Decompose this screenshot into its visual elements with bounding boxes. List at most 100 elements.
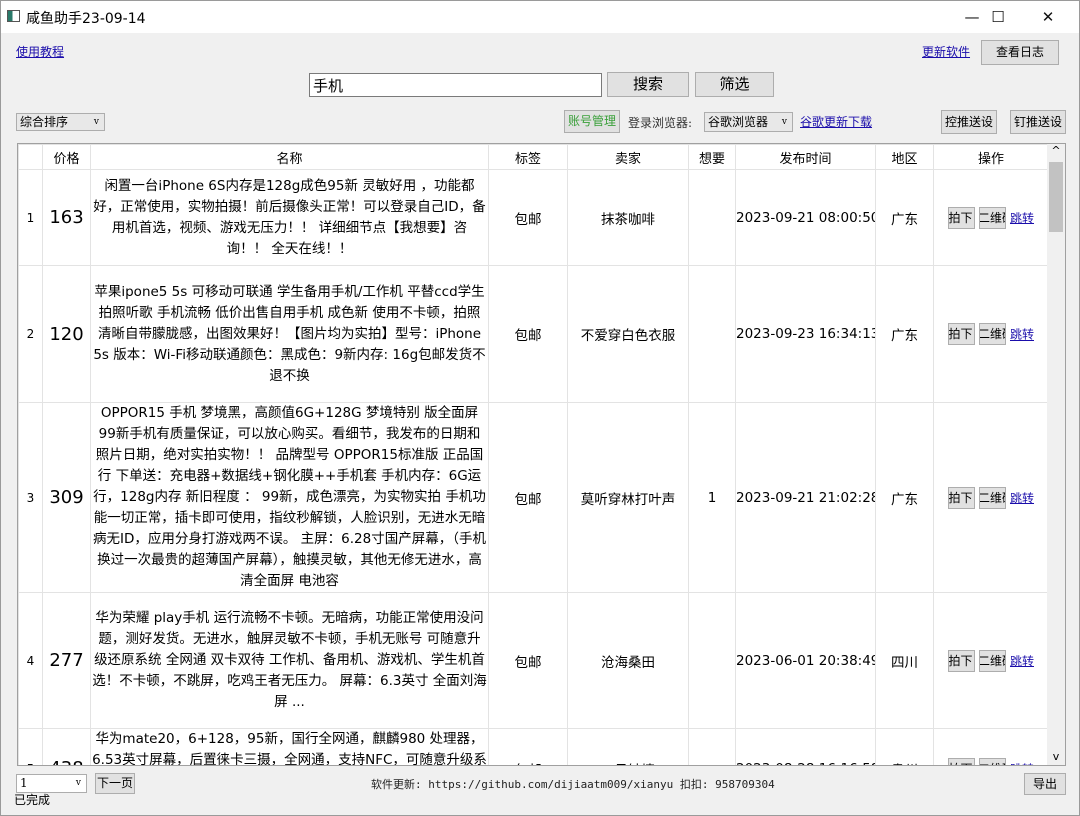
search-input[interactable]: 手机	[309, 73, 602, 97]
chevron-down-icon: v	[75, 778, 81, 788]
header-index	[18, 144, 43, 170]
jump-link[interactable]: 跳转	[1009, 491, 1034, 505]
sort-select-value: 综合排序	[20, 115, 69, 129]
qrcode-button[interactable]: 二维码	[978, 649, 1006, 672]
browser-select-value: 谷歌浏览器	[708, 115, 769, 129]
table-row: 3 309 OPPOR15 手机 梦境黑，高颜值6G+128G 梦境特别 版全面屏 …	[18, 402, 1049, 593]
chevron-down-icon: v	[781, 117, 787, 127]
buy-button[interactable]: 拍下	[947, 757, 975, 765]
chrome-download-link[interactable]: 谷歌更新下载	[800, 115, 873, 129]
scroll-up-icon[interactable]: ^	[1051, 144, 1061, 157]
item-price: 309	[42, 402, 91, 593]
item-want	[688, 592, 736, 729]
push-settings-button-1[interactable]: 控推送设	[941, 110, 997, 134]
table-row: 2 120 苹果ipone5 5s 可移动可联通 学生备用手机/工作机 平替ccd学…	[18, 265, 1049, 403]
item-actions: 拍下二维码跳转	[933, 592, 1049, 729]
footer-info: 软件更新: https://github.com/dijiaatm009/xia…	[371, 778, 775, 791]
jump-link[interactable]: 跳转	[1009, 327, 1034, 342]
table-row: 5438华为mate20，6+128，95新，国行全网通，麒麟980 处理器，6…	[18, 728, 1049, 765]
header-region[interactable]: 地区	[875, 144, 934, 170]
browser-select[interactable]: 谷歌浏览器 v	[704, 112, 793, 132]
item-price: 163	[42, 169, 91, 266]
minimize-button[interactable]: —	[964, 8, 980, 26]
status-text: 已完成	[14, 793, 51, 807]
jump-link[interactable]: 跳转	[1009, 654, 1034, 668]
view-log-button[interactable]: 查看日志	[981, 40, 1059, 65]
item-want	[688, 728, 736, 765]
search-button[interactable]: 搜索	[607, 72, 689, 97]
item-seller: 不爱穿白色衣服	[567, 265, 689, 403]
item-region: 广东	[875, 402, 934, 593]
item-seller: 一见钟情	[567, 728, 689, 765]
maximize-button[interactable]: ☐	[991, 8, 1005, 26]
page-select-value: 1	[20, 776, 28, 790]
buy-button[interactable]: 拍下	[947, 323, 975, 345]
sort-select[interactable]: 综合排序 v	[16, 113, 105, 131]
window-title: 咸鱼助手23-09-14	[26, 11, 146, 27]
item-tag: 包邮	[488, 402, 568, 593]
close-button[interactable]: ✕	[1041, 8, 1055, 26]
push-settings-button-2[interactable]: 钉推送设	[1010, 110, 1066, 134]
row-index: 2	[18, 265, 43, 403]
row-index: 4	[18, 592, 43, 729]
jump-link[interactable]: 跳转	[1009, 211, 1034, 225]
item-seller: 莫听穿林打叶声	[567, 402, 689, 593]
item-tag: 包邮	[488, 592, 568, 729]
item-seller: 抹茶咖啡	[567, 169, 689, 266]
item-region: 四川	[875, 592, 934, 729]
item-region: 广东	[875, 265, 934, 403]
item-actions: 拍下二维码跳转	[933, 728, 1049, 765]
item-region: 贵州	[875, 728, 934, 765]
update-software-link[interactable]: 更新软件	[922, 45, 971, 59]
qrcode-button[interactable]: 二维码	[978, 486, 1006, 509]
item-name: 华为mate20，6+128，95新，国行全网通，麒麟980 处理器，6.53英…	[90, 728, 489, 765]
item-region: 广东	[875, 169, 934, 266]
item-name: 闲置一台iPhone 6S内存是128g成色95新 灵敏好用 ，功能都好，正常使…	[90, 169, 489, 266]
item-actions: 拍下二维码跳转	[933, 265, 1049, 403]
header-price[interactable]: 价格	[42, 144, 91, 170]
export-button[interactable]: 导出	[1024, 773, 1066, 795]
buy-button[interactable]: 拍下	[947, 649, 975, 672]
header-time[interactable]: 发布时间	[735, 144, 876, 170]
app-icon	[7, 10, 20, 22]
item-name: 华为荣耀 play手机 运行流畅不卡顿。无暗病，功能正常使用没问题，测好发货。无…	[90, 592, 489, 729]
vertical-scrollbar[interactable]: ^ v	[1047, 144, 1065, 765]
item-time: 2023-09-21 21:02:28	[735, 402, 876, 593]
item-want: 1	[688, 402, 736, 593]
item-name: 苹果ipone5 5s 可移动可联通 学生备用手机/工作机 平替ccd学生拍照听…	[90, 265, 489, 403]
buy-button[interactable]: 拍下	[947, 486, 975, 509]
row-index: 3	[18, 402, 43, 593]
table-row: 4 277 华为荣耀 play手机 运行流畅不卡顿。无暗病，功能正常使用没问题，测好…	[18, 592, 1049, 729]
chevron-down-icon: v	[93, 117, 99, 127]
qrcode-button[interactable]: 二维码	[978, 206, 1006, 229]
header-want[interactable]: 想要	[688, 144, 736, 170]
row-index: 5	[18, 728, 43, 765]
item-want	[688, 265, 736, 403]
qrcode-button[interactable]: 二维码	[978, 323, 1006, 345]
item-seller: 沧海桑田	[567, 592, 689, 729]
item-price: 277	[42, 592, 91, 729]
item-time: 2023-09-23 16:34:13	[735, 265, 876, 403]
header-tag[interactable]: 标签	[488, 144, 568, 170]
item-tag: 包邮	[488, 728, 568, 765]
scroll-down-icon[interactable]: v	[1052, 750, 1060, 763]
scroll-thumb[interactable]	[1049, 162, 1063, 232]
item-time: 2023-09-21 08:00:50	[735, 169, 876, 266]
buy-button[interactable]: 拍下	[947, 206, 975, 229]
filter-button[interactable]: 筛选	[695, 72, 774, 97]
qrcode-button[interactable]: 二维码	[978, 757, 1006, 765]
next-page-button[interactable]: 下一页	[95, 773, 135, 794]
header-seller[interactable]: 卖家	[567, 144, 689, 170]
item-price: 438	[42, 728, 91, 765]
tutorial-link[interactable]: 使用教程	[16, 45, 65, 59]
item-actions: 拍下二维码跳转	[933, 402, 1049, 593]
header-name[interactable]: 名称	[90, 144, 489, 170]
results-table: 价格 名称 标签 卖家 想要 发布时间 地区 操作 1 163 闲置一台iPhone…	[17, 143, 1066, 766]
item-time: 2023-06-01 20:38:49	[735, 592, 876, 729]
browser-label: 登录浏览器:	[628, 116, 693, 130]
jump-link[interactable]: 跳转	[1010, 762, 1034, 765]
title-bar: 咸鱼助手23-09-14 — ☐ ✕	[1, 1, 1079, 33]
account-manage-button[interactable]: 账号管理	[564, 110, 620, 133]
